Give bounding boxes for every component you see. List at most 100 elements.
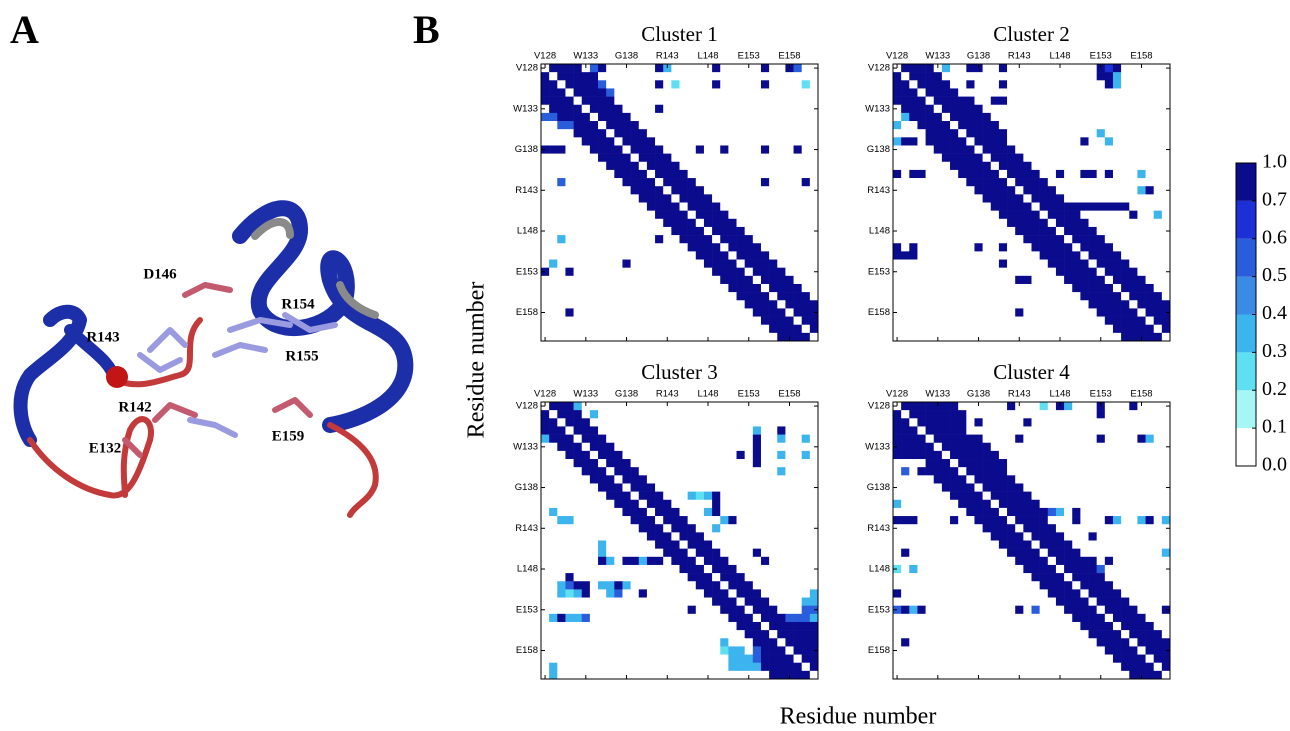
heatmap-cell <box>679 194 688 203</box>
heatmap-cell <box>573 308 583 317</box>
heatmap-cell <box>793 564 803 574</box>
heatmap-cell <box>573 589 583 598</box>
heatmap-cell <box>565 459 574 468</box>
heatmap-cell <box>909 64 918 73</box>
heatmap-cell <box>769 670 778 680</box>
heatmap-cell <box>1072 442 1081 452</box>
heatmap-cell <box>809 597 819 606</box>
heatmap-cell <box>622 548 631 558</box>
heatmap-cell <box>1064 104 1073 114</box>
heatmap-cell <box>769 499 778 509</box>
heatmap-cell <box>950 646 959 655</box>
heatmap-cell <box>966 104 975 114</box>
heatmap-cell <box>1112 202 1122 211</box>
heatmap-cell <box>982 259 992 268</box>
heatmap-cell <box>541 96 550 106</box>
heatmap-cell <box>777 72 786 81</box>
heatmap-cell <box>1096 613 1106 623</box>
heatmap-cell <box>966 597 975 606</box>
heatmap-cell <box>1080 442 1089 452</box>
heatmap-cell <box>630 483 640 492</box>
heatmap-cell <box>728 226 737 236</box>
heatmap-cell <box>1023 194 1032 203</box>
heatmap-cell <box>1023 589 1032 598</box>
heatmap-cell <box>1072 605 1081 615</box>
heatmap-cell <box>1153 88 1163 97</box>
heatmap-cell <box>614 96 623 106</box>
heatmap-cell <box>933 145 943 154</box>
heatmap-cell <box>720 459 729 468</box>
heatmap-cell <box>809 300 819 309</box>
heatmap-cell <box>557 402 566 411</box>
heatmap-cell <box>630 153 640 163</box>
heatmap-cell <box>728 275 737 285</box>
heatmap-cell <box>646 121 656 130</box>
heatmap-cell <box>1121 218 1130 228</box>
heatmap-cell <box>785 283 794 293</box>
heatmap-cell <box>573 402 583 411</box>
heatmap-cell <box>909 145 918 154</box>
heatmap-cell <box>1015 169 1024 179</box>
heatmap-cell <box>695 605 705 615</box>
heatmap-cell <box>1080 491 1089 501</box>
heatmap-cell <box>760 556 770 566</box>
heatmap-cell <box>1015 112 1024 122</box>
heatmap-cell <box>695 308 705 317</box>
heatmap-cell <box>1064 499 1073 509</box>
heatmap-cell <box>785 467 794 476</box>
heatmap-cell <box>589 597 599 606</box>
heatmap-cell <box>557 524 566 533</box>
heatmap-cell <box>1023 516 1032 525</box>
heatmap-cell <box>695 251 705 260</box>
heatmap-cell <box>622 153 631 163</box>
heatmap-cell <box>1072 532 1081 541</box>
heatmap-cell <box>752 202 762 211</box>
heatmap-cell <box>1104 646 1114 655</box>
heatmap-cell <box>671 597 680 606</box>
heatmap-cell <box>622 662 631 672</box>
heatmap-cell <box>925 597 935 606</box>
heatmap-cell <box>630 80 640 89</box>
heatmap-cell <box>589 507 599 517</box>
heatmap-cell <box>549 194 558 203</box>
heatmap-cell <box>695 292 705 301</box>
heatmap-cell <box>1047 499 1057 509</box>
heatmap-cell <box>941 589 951 598</box>
heatmap-cell <box>1129 540 1138 549</box>
heatmap-cell <box>809 72 819 81</box>
heatmap-cell <box>1121 145 1130 154</box>
heatmap-cell <box>655 308 664 317</box>
heatmap-cell <box>990 548 1000 558</box>
heatmap-cell <box>1161 129 1171 138</box>
heatmap-cell <box>622 112 631 122</box>
heatmap-cell <box>760 243 770 252</box>
heatmap-cell <box>679 161 688 171</box>
heatmap-cell <box>769 491 778 501</box>
heatmap-cell <box>1047 605 1057 615</box>
heatmap-cell <box>917 581 926 590</box>
heatmap-cell <box>1145 556 1155 566</box>
heatmap-cell <box>687 654 697 664</box>
heatmap-cell <box>925 613 935 623</box>
heatmap-cell <box>687 169 697 179</box>
heatmap-cell <box>655 450 664 460</box>
heatmap-cell <box>744 300 754 309</box>
heatmap-cell <box>541 210 550 220</box>
heatmap-cell <box>671 283 680 293</box>
heatmap-cell <box>974 243 983 252</box>
heatmap-cell <box>1064 654 1073 664</box>
heatmap-cell <box>752 467 762 476</box>
heatmap-cell <box>893 638 902 647</box>
heatmap-cell <box>1145 64 1155 73</box>
heatmap-cell <box>598 210 607 220</box>
heatmap-cell <box>549 96 558 106</box>
heatmap-cell <box>809 434 819 444</box>
heatmap-cell <box>1064 646 1073 655</box>
heatmap-cell <box>769 332 778 342</box>
heatmap-cell <box>573 218 583 228</box>
heatmap-cell <box>1064 169 1073 179</box>
heatmap-cell <box>581 161 591 171</box>
heatmap-cell <box>901 573 910 582</box>
heatmap-cell <box>793 235 803 244</box>
heatmap-cell <box>1145 292 1155 301</box>
